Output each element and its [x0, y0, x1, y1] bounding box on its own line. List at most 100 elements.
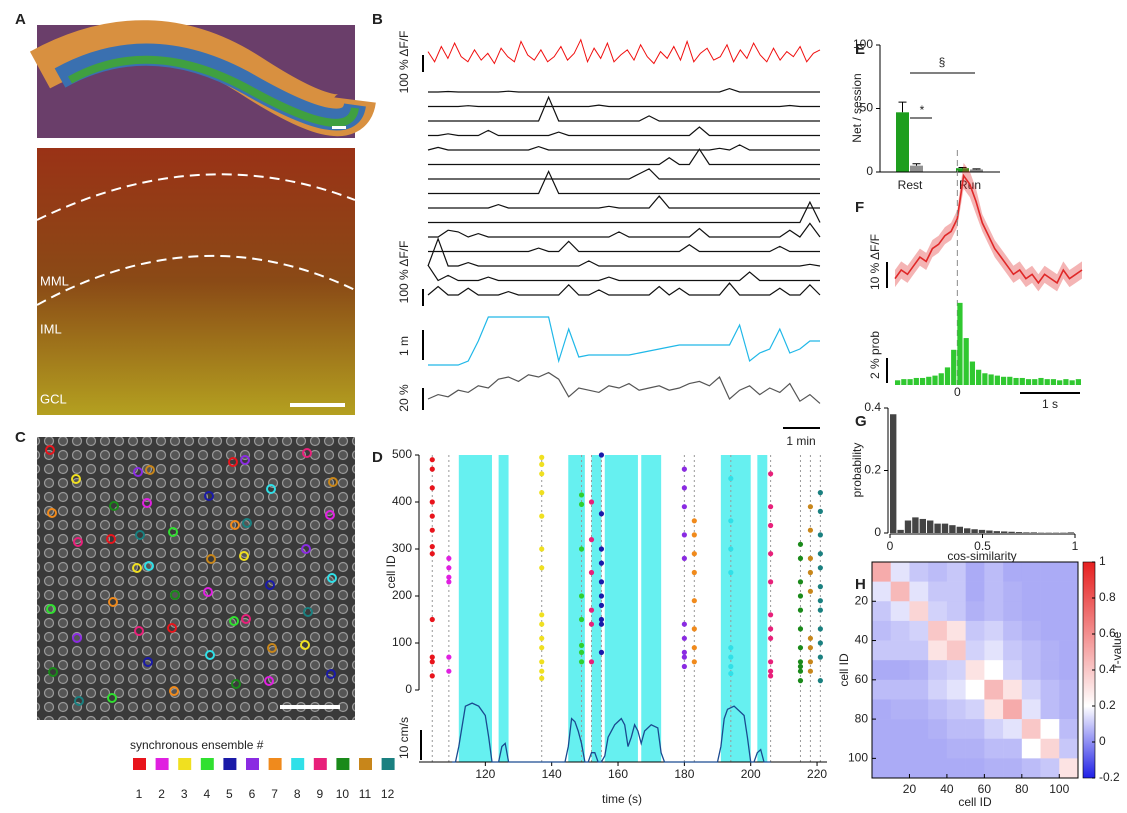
hist-bar: [1007, 377, 1012, 385]
cell-event: [599, 622, 604, 627]
x-tick-label: 60: [978, 782, 992, 796]
trace: [428, 283, 820, 295]
cell-event: [579, 502, 584, 507]
y-tick-label: 40: [855, 633, 869, 647]
heat-cell: [1003, 719, 1022, 739]
hist-bar: [1001, 531, 1007, 533]
cell-event: [798, 579, 803, 584]
cell-event: [599, 452, 604, 457]
hist-bar: [895, 380, 900, 385]
legend-swatch: [382, 758, 395, 770]
heat-cell: [984, 601, 1003, 621]
cell-event: [728, 664, 733, 669]
hist-bar: [912, 517, 918, 533]
y-tick-label: 60: [855, 672, 869, 686]
hist-bar: [964, 338, 969, 385]
heat-cell: [1059, 699, 1078, 719]
heat-cell: [1041, 621, 1060, 641]
panel-label: G: [855, 413, 867, 430]
legend-label: 1: [136, 787, 143, 801]
heat-cell: [928, 660, 947, 680]
trace: [428, 127, 820, 136]
cell-event: [539, 612, 544, 617]
heat-cell: [1041, 660, 1060, 680]
cell-event: [728, 476, 733, 481]
heat-cell: [1059, 601, 1078, 621]
heat-cell: [891, 641, 910, 661]
hist-bar: [939, 373, 944, 385]
cell-event: [589, 499, 594, 504]
cell-event: [589, 537, 594, 542]
scale-label: 1 min: [786, 434, 815, 448]
cell-event: [539, 645, 544, 650]
heat-cell: [1003, 601, 1022, 621]
trace: [428, 149, 820, 164]
cell-event: [579, 650, 584, 655]
y-axis-label: probability: [850, 443, 864, 498]
hist-bar: [1051, 379, 1056, 385]
hist-bar: [934, 524, 940, 533]
cell-event: [682, 622, 687, 627]
panel-a: A MML IML GCL: [15, 11, 355, 415]
bar: [910, 166, 923, 172]
heat-cell: [947, 758, 966, 778]
cell-event: [692, 532, 697, 537]
cell-event: [539, 455, 544, 460]
legend-label: 7: [271, 787, 278, 801]
x-tick-label: 0: [954, 385, 961, 399]
heat-cell: [928, 641, 947, 661]
heat-cell: [1059, 621, 1078, 641]
heat-cell: [1003, 641, 1022, 661]
colorbar-label: r-value: [1110, 631, 1124, 668]
heat-cell: [966, 562, 985, 582]
heat-cell: [909, 582, 928, 602]
hist-bar: [926, 377, 931, 385]
cell-event: [818, 532, 823, 537]
cell-event: [682, 485, 687, 490]
trace: [428, 169, 820, 179]
x-axis-label: cell ID: [958, 795, 992, 808]
hist-bar: [1016, 532, 1022, 533]
trace: [428, 105, 820, 106]
cell-event: [539, 636, 544, 641]
panel-label: B: [372, 11, 383, 28]
hist-bar: [1013, 378, 1018, 385]
x-tick-label: 40: [940, 782, 954, 796]
heat-cell: [928, 758, 947, 778]
cell-event: [728, 518, 733, 523]
cell-event: [808, 589, 813, 594]
heat-cell: [947, 562, 966, 582]
heat-cell: [909, 641, 928, 661]
y-tick-label: 500: [392, 447, 412, 461]
error-bar: [913, 164, 921, 166]
heat-cell: [1003, 699, 1022, 719]
running-period: [757, 455, 767, 762]
heat-cell: [909, 621, 928, 641]
hist-bar: [1068, 532, 1074, 533]
cell-event: [768, 551, 773, 556]
heat-cell: [872, 758, 891, 778]
panel-label: A: [15, 11, 26, 28]
region-label: MML: [40, 273, 69, 288]
cell-event: [808, 669, 813, 674]
heat-cell: [1059, 660, 1078, 680]
trace: [428, 145, 820, 150]
hist-bar: [976, 370, 981, 385]
heat-cell: [1022, 601, 1041, 621]
cell-event: [768, 626, 773, 631]
hist-bar: [1031, 532, 1037, 533]
cell-event: [430, 551, 435, 556]
cell-event: [599, 561, 604, 566]
heat-cell: [891, 680, 910, 700]
cell-event: [430, 499, 435, 504]
heat-cell: [872, 719, 891, 739]
heat-cell: [1022, 621, 1041, 641]
heat-cell: [1041, 680, 1060, 700]
legend-swatch: [178, 758, 191, 770]
cell-event: [798, 645, 803, 650]
hist-bar: [905, 521, 911, 534]
legend-label: 11: [359, 787, 372, 801]
cell-event: [599, 603, 604, 608]
